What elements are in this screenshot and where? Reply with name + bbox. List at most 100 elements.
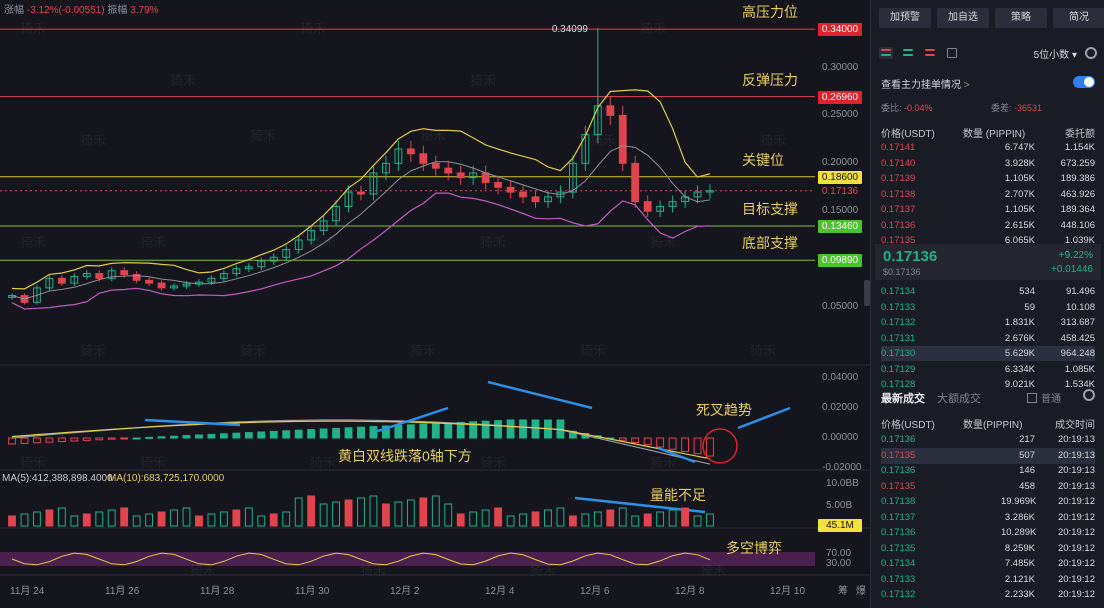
price-line-label-1: 0.26960 bbox=[818, 90, 862, 104]
death-cross-annotation: 死叉趋势 bbox=[696, 402, 752, 418]
macd-bar bbox=[107, 437, 116, 440]
bid-total: 10.108 bbox=[1065, 301, 1095, 313]
macd-bar bbox=[244, 432, 253, 439]
x-label-0: 11月 24 bbox=[10, 586, 45, 597]
bid-row[interactable]: 0.17132 1.831K 313.687 bbox=[881, 315, 1095, 330]
normal-checkbox[interactable]: 普通 bbox=[1027, 390, 1061, 405]
candle-body bbox=[469, 172, 478, 179]
candle-body bbox=[431, 162, 440, 169]
bid-total: 313.687 bbox=[1060, 317, 1095, 328]
trade-qty: 458 bbox=[1019, 480, 1035, 492]
ask-row[interactable]: 0.17141 6.747K 1.154K bbox=[881, 140, 1095, 155]
main-orders-toggle[interactable] bbox=[1073, 76, 1095, 88]
bid-row[interactable]: 0.17130 5.629K 964.248 bbox=[881, 346, 1095, 361]
upper-band bbox=[11, 89, 711, 290]
candle-body bbox=[107, 270, 116, 279]
tab-large[interactable]: 大额成交 bbox=[937, 393, 981, 405]
strategy-button[interactable]: 策略 bbox=[995, 8, 1047, 28]
macd-bar bbox=[219, 433, 228, 439]
candle-body bbox=[456, 172, 465, 179]
bid-row[interactable]: 0.17133 59 10.108 bbox=[881, 300, 1095, 315]
bid-price: 0.17133 bbox=[881, 301, 916, 313]
price-line-label-2: 0.18600 bbox=[818, 170, 862, 184]
add-watchlist-button[interactable]: 加自选 bbox=[937, 8, 989, 28]
ratio-value: -0.04% bbox=[904, 103, 933, 113]
chart-area[interactable]: 涨幅 -3.12%(-0.00551) 振幅 3.79% 0.34000 高压力位… bbox=[0, 0, 870, 608]
bid-row[interactable]: 0.17128 9.021K 1.534K bbox=[881, 377, 1095, 392]
macd-bar bbox=[444, 422, 453, 439]
volume-bar bbox=[494, 507, 503, 527]
candle-body bbox=[244, 266, 253, 270]
macd-bar bbox=[506, 419, 515, 439]
macd-bar bbox=[232, 432, 241, 439]
ask-row[interactable]: 0.17135 6.065K 1.039K bbox=[881, 233, 1095, 248]
volume-annotation: 量能不足 bbox=[650, 487, 706, 503]
tab-latest[interactable]: 最新成交 bbox=[881, 393, 925, 405]
level-annotation-4: 底部支撑 bbox=[742, 235, 798, 252]
candle-body bbox=[70, 275, 79, 284]
macd-bar bbox=[8, 437, 16, 445]
macd-bar bbox=[631, 437, 640, 443]
ask-row[interactable]: 0.17140 3.928K 673.259 bbox=[881, 156, 1095, 171]
bid-row[interactable]: 0.17134 534 91.496 bbox=[881, 284, 1095, 299]
orderbook-view-row: 5位小数 ▾ bbox=[879, 44, 1097, 62]
trade-row: 0.17136 146 20:19:13 bbox=[881, 463, 1095, 479]
ask-price: 0.17135 bbox=[881, 235, 916, 246]
main-orders-toggle-row: 查看主力挂单情况 > bbox=[881, 76, 1095, 91]
settings-icon[interactable] bbox=[1085, 47, 1097, 59]
ask-qty: 2.615K bbox=[1004, 219, 1035, 231]
alert-button[interactable]: 加预警 bbox=[879, 8, 931, 28]
ask-row[interactable]: 0.17138 2.707K 463.926 bbox=[881, 187, 1095, 202]
macd-bar bbox=[45, 437, 54, 443]
bid-row[interactable]: 0.17129 6.334K 1.085K bbox=[881, 362, 1095, 377]
settings-icon[interactable] bbox=[1083, 389, 1095, 401]
middle-band bbox=[11, 145, 711, 300]
bids-only-icon[interactable] bbox=[901, 47, 915, 59]
expand-icon[interactable] bbox=[945, 47, 959, 59]
scroll-handle[interactable] bbox=[864, 280, 870, 306]
bid-price: 0.17129 bbox=[881, 363, 916, 375]
volume-bar bbox=[219, 511, 228, 527]
ask-row[interactable]: 0.17137 1.105K 189.364 bbox=[881, 202, 1095, 217]
rsi-tick-0: 70.00 bbox=[826, 548, 852, 559]
x-label-4: 12月 2 bbox=[390, 586, 420, 597]
candlestick-chart[interactable] bbox=[0, 0, 870, 608]
watermark-28: 猗禾 bbox=[700, 563, 727, 578]
ask-row[interactable]: 0.17136 2.615K 448.106 bbox=[881, 218, 1095, 233]
candle-body bbox=[57, 277, 66, 284]
trade-row: 0.17135 8.259K 20:19:12 bbox=[881, 541, 1095, 557]
candle-body bbox=[544, 196, 552, 203]
macd-bar bbox=[95, 437, 104, 441]
trade-qty: 217 bbox=[1019, 434, 1035, 445]
overview-button[interactable]: 简况 bbox=[1053, 8, 1104, 28]
both-sides-icon[interactable] bbox=[879, 47, 893, 59]
trade-price: 0.17136 bbox=[881, 465, 916, 476]
volume-bar bbox=[444, 503, 453, 527]
volume-tick-0: 10.0BB bbox=[826, 478, 859, 489]
macd-bar bbox=[481, 420, 490, 439]
candle-body bbox=[157, 282, 166, 289]
volume-bar bbox=[344, 499, 353, 527]
watermark-21: 猗禾 bbox=[140, 455, 167, 470]
amp-value: 3.79% bbox=[130, 5, 159, 16]
watermark-10: 猗禾 bbox=[20, 235, 47, 250]
candle-body bbox=[332, 205, 340, 222]
ask-row[interactable]: 0.17139 1.105K 189.386 bbox=[881, 171, 1095, 186]
candle-body bbox=[207, 277, 216, 283]
macd-bar bbox=[469, 421, 478, 439]
asks-only-icon[interactable] bbox=[923, 47, 937, 59]
watermark-1: 猗禾 bbox=[170, 73, 197, 88]
candle-body bbox=[568, 162, 577, 193]
macd-bar bbox=[319, 428, 328, 439]
macd-bar bbox=[419, 423, 428, 439]
y-tick-0: 0.30000 bbox=[822, 61, 859, 73]
candle-body bbox=[282, 249, 291, 258]
candle-body bbox=[693, 191, 702, 198]
macd-bar bbox=[57, 437, 66, 443]
level-annotation-2: 关键位 bbox=[742, 151, 784, 168]
decimal-select[interactable]: 5位小数 ▾ bbox=[1033, 49, 1077, 61]
macd-bar bbox=[20, 437, 29, 444]
ask-price: 0.17138 bbox=[881, 188, 916, 200]
macd-bar bbox=[257, 431, 266, 439]
bid-row[interactable]: 0.17131 2.676K 458.425 bbox=[881, 331, 1095, 346]
